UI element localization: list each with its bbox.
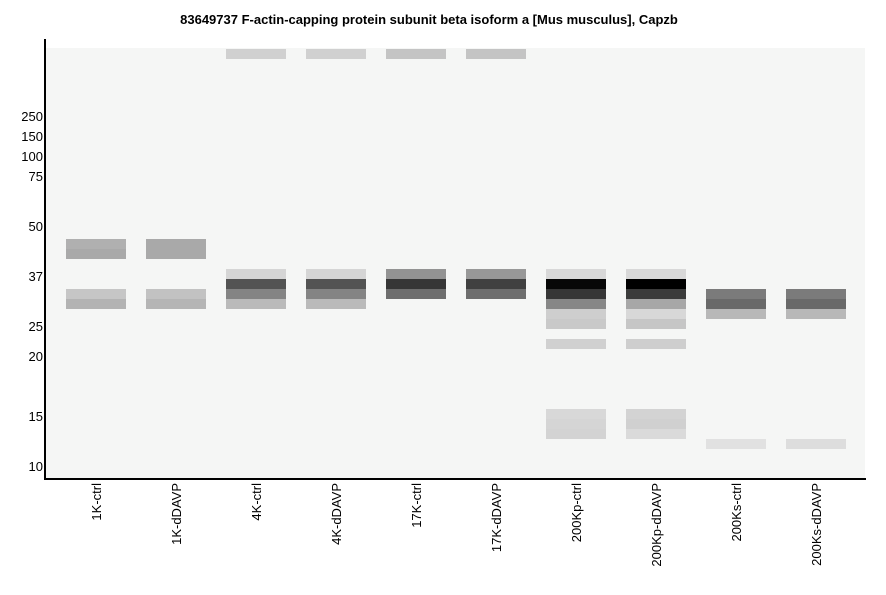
lane-label-7: 200Kp-ctrl [569,483,584,542]
band-8-43 [626,339,686,349]
lane-label-4: 4K-dDAVP [329,483,344,545]
y-tick-100: 100 [21,149,43,164]
band-9-49 [706,309,766,319]
y-tick-37: 37 [29,269,43,284]
y-tick-20: 20 [29,349,43,364]
band-5-19 [386,49,446,59]
band-9-50 [706,439,766,449]
band-8-38 [626,279,686,289]
band-6-25 [466,279,526,289]
band-3-10 [226,269,286,279]
lane-label-5: 17K-ctrl [409,483,424,528]
band-8-44 [626,409,686,419]
y-tick-75: 75 [29,169,43,184]
band-7-34 [546,409,606,419]
band-4-15 [306,269,366,279]
band-1-4 [66,299,126,309]
y-tick-10: 10 [29,459,43,474]
band-10-51 [786,289,846,299]
band-5-22 [386,289,446,299]
band-3-9 [226,49,286,59]
band-2-5 [146,239,206,249]
y-tick-25: 25 [29,319,43,334]
band-7-35 [546,419,606,429]
band-7-30 [546,299,606,309]
band-1-1 [66,239,126,249]
band-7-31 [546,309,606,319]
band-9-48 [706,299,766,309]
band-10-54 [786,439,846,449]
lane-label-9: 200Ks-ctrl [729,483,744,542]
y-tick-50: 50 [29,219,43,234]
band-9-47 [706,289,766,299]
band-5-20 [386,269,446,279]
lane-label-1: 1K-ctrl [89,483,104,521]
band-2-6 [146,249,206,259]
band-7-28 [546,279,606,289]
y-tick-15: 15 [29,409,43,424]
band-7-29 [546,289,606,299]
lane-label-8: 200Kp-dDAVP [649,483,664,567]
band-6-24 [466,269,526,279]
band-6-23 [466,49,526,59]
gel-background [46,48,865,479]
band-8-46 [626,429,686,439]
band-10-52 [786,299,846,309]
lane-label-10: 200Ks-dDAVP [809,483,824,566]
band-4-14 [306,49,366,59]
lane-label-3: 4K-ctrl [249,483,264,521]
band-2-8 [146,299,206,309]
band-4-18 [306,299,366,309]
band-6-26 [466,289,526,299]
y-tick-250: 250 [21,109,43,124]
band-1-2 [66,249,126,259]
y-tick-labels: 250 150 100 75 50 37 25 20 15 10 [21,109,43,474]
band-8-39 [626,289,686,299]
band-1-3 [66,289,126,299]
band-8-41 [626,309,686,319]
band-8-40 [626,299,686,309]
y-tick-150: 150 [21,129,43,144]
band-8-42 [626,319,686,329]
band-3-11 [226,279,286,289]
lane-label-2: 1K-dDAVP [169,483,184,545]
band-5-21 [386,279,446,289]
chart-title: 83649737 F-actin-capping protein subunit… [180,12,678,27]
band-3-13 [226,299,286,309]
band-4-16 [306,279,366,289]
band-2-7 [146,289,206,299]
band-7-32 [546,319,606,329]
bands-layer [66,49,846,449]
lane-labels: 1K-ctrl 1K-dDAVP 4K-ctrl 4K-dDAVP 17K-ctrl 17… [89,483,824,567]
band-4-17 [306,289,366,299]
band-7-27 [546,269,606,279]
band-7-36 [546,429,606,439]
band-10-53 [786,309,846,319]
band-8-45 [626,419,686,429]
band-8-37 [626,269,686,279]
lane-label-6: 17K-dDAVP [489,483,504,552]
band-3-12 [226,289,286,299]
band-7-33 [546,339,606,349]
